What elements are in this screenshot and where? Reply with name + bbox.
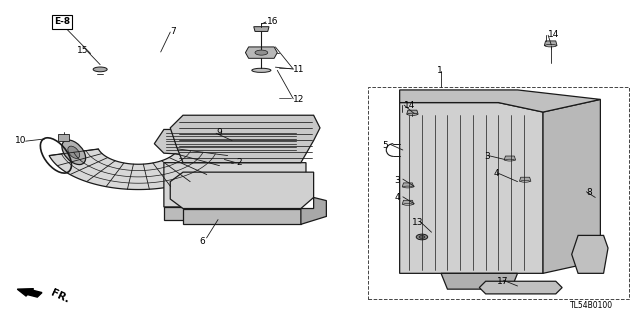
Ellipse shape xyxy=(197,146,209,159)
Text: 4: 4 xyxy=(493,169,499,178)
Ellipse shape xyxy=(62,140,86,165)
Ellipse shape xyxy=(403,186,412,188)
Text: 6: 6 xyxy=(199,237,205,246)
Text: 15: 15 xyxy=(77,46,88,55)
FancyArrow shape xyxy=(17,289,42,297)
Polygon shape xyxy=(479,281,562,294)
Polygon shape xyxy=(402,200,413,204)
Polygon shape xyxy=(154,130,306,161)
Ellipse shape xyxy=(419,235,425,238)
Text: 1: 1 xyxy=(436,66,442,76)
Text: 13: 13 xyxy=(412,218,424,227)
Text: 5: 5 xyxy=(382,141,388,150)
Text: 2: 2 xyxy=(236,158,241,167)
Ellipse shape xyxy=(403,204,412,205)
Text: 10: 10 xyxy=(15,136,27,145)
Polygon shape xyxy=(441,273,518,289)
Text: 4: 4 xyxy=(394,193,400,202)
Polygon shape xyxy=(399,90,600,112)
Text: 14: 14 xyxy=(548,30,559,39)
Text: 17: 17 xyxy=(497,277,509,286)
Text: 3: 3 xyxy=(484,152,490,161)
Text: 14: 14 xyxy=(404,101,415,110)
Text: TL54B0100: TL54B0100 xyxy=(570,301,613,310)
Ellipse shape xyxy=(191,140,215,165)
Polygon shape xyxy=(543,100,600,273)
Ellipse shape xyxy=(252,68,271,72)
Text: 3: 3 xyxy=(394,175,400,185)
Ellipse shape xyxy=(521,180,530,182)
Polygon shape xyxy=(402,183,413,187)
Polygon shape xyxy=(164,207,294,219)
Ellipse shape xyxy=(545,44,556,47)
Ellipse shape xyxy=(255,50,268,55)
Polygon shape xyxy=(301,197,326,224)
Polygon shape xyxy=(399,103,543,273)
Polygon shape xyxy=(170,115,320,163)
Polygon shape xyxy=(164,163,306,207)
Polygon shape xyxy=(544,41,557,46)
Ellipse shape xyxy=(68,146,80,159)
Polygon shape xyxy=(406,110,418,114)
Ellipse shape xyxy=(407,113,417,115)
Text: E-8: E-8 xyxy=(54,18,70,26)
Text: 12: 12 xyxy=(293,95,305,104)
Text: 9: 9 xyxy=(216,128,222,137)
Ellipse shape xyxy=(506,159,515,161)
Polygon shape xyxy=(572,235,608,273)
Polygon shape xyxy=(58,134,68,141)
Polygon shape xyxy=(170,172,314,209)
Text: 8: 8 xyxy=(586,188,592,197)
Text: 11: 11 xyxy=(293,65,305,74)
Text: 16: 16 xyxy=(267,18,278,26)
Text: 7: 7 xyxy=(170,27,176,36)
Polygon shape xyxy=(183,209,301,224)
Polygon shape xyxy=(504,156,516,160)
Polygon shape xyxy=(253,27,269,32)
Polygon shape xyxy=(218,137,227,142)
Text: FR.: FR. xyxy=(49,287,71,305)
Polygon shape xyxy=(49,149,228,189)
Ellipse shape xyxy=(93,67,107,72)
Ellipse shape xyxy=(416,234,428,240)
Polygon shape xyxy=(520,177,531,181)
Polygon shape xyxy=(246,47,277,58)
